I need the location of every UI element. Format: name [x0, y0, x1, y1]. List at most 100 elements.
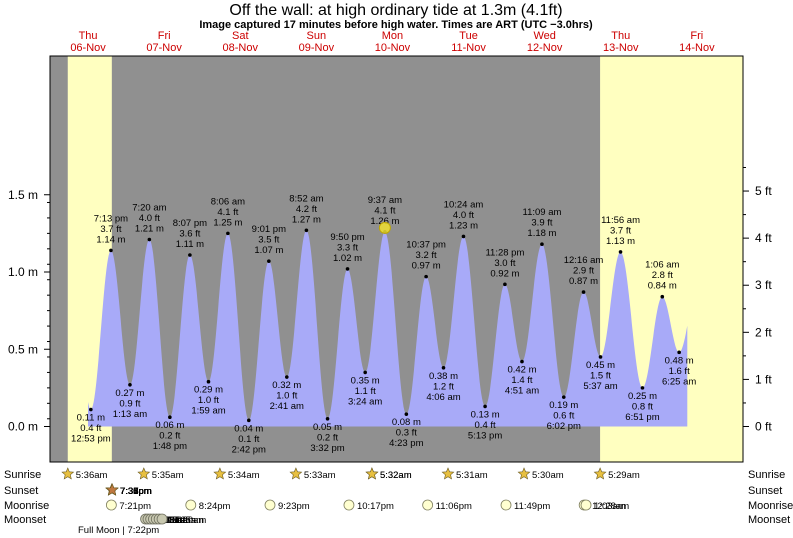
moonset-time: 8:37am	[161, 515, 193, 526]
tide-curve-area	[88, 230, 688, 427]
tide-label-high: 10:24 am	[444, 199, 484, 210]
tide-point-high	[147, 237, 152, 242]
tide-label-high: 0.97 m	[412, 261, 441, 272]
chart-title: Off the wall: at high ordinary tide at 1…	[229, 2, 562, 19]
tide-label-low: 0.13 m	[471, 409, 500, 420]
sunrise-icon	[593, 467, 607, 480]
tide-label-low: 0.3 ft	[396, 428, 417, 439]
moonrise-icon	[185, 499, 197, 511]
y-tick-label-ft: 2 ft	[755, 325, 772, 339]
moonrise-time: 11:49pm	[514, 501, 550, 512]
tide-label-low: 1.4 ft	[511, 375, 532, 386]
tide-label-high: 0.87 m	[569, 276, 598, 287]
tide-point-low	[89, 407, 93, 412]
tide-label-low: 1.0 ft	[198, 395, 219, 406]
sunset-time: 7:37pm	[120, 486, 152, 497]
sunset-time: 7:34pm	[120, 486, 152, 497]
day-date: 14-Nov	[679, 42, 715, 54]
tide-label-low: 0.2 ft	[159, 431, 180, 442]
tide-label-low: 4:23 pm	[389, 438, 423, 449]
tide-label-high: 1.13 m	[606, 236, 635, 247]
tide-label-high: 9:37 am	[368, 195, 402, 206]
sunset-time: 7:31pm	[120, 486, 152, 497]
row-label-moonset-left: Moonset	[4, 514, 46, 526]
tide-label-high: 4.2 ft	[296, 204, 317, 215]
tide-label-high: 1.26 m	[370, 216, 399, 227]
tide-label-low: 0.35 m	[351, 375, 380, 386]
tide-point-low	[677, 350, 681, 355]
tide-point-high	[503, 282, 507, 287]
moonrise-time: 11:06pm	[436, 501, 472, 512]
tide-point-high	[540, 242, 544, 246]
y-tick-label-ft: 5 ft	[755, 184, 772, 198]
row-label-moonrise-left: Moonrise	[4, 500, 49, 512]
sunrise-time: 5:33am	[304, 470, 336, 481]
tide-label-low: 12:53 pm	[71, 434, 111, 445]
row-label-moonset-right: Moonset	[748, 514, 790, 526]
tide-label-low: 0.32 m	[272, 380, 301, 391]
tide-label-low: 0.11 m	[77, 413, 105, 424]
tide-label-high: 1.07 m	[254, 245, 283, 256]
tide-point-low	[598, 355, 603, 359]
sunrise-time: 5:35am	[152, 470, 184, 481]
moonrise-time: 9:23pm	[278, 501, 310, 512]
tide-point-low	[325, 416, 330, 421]
tide-label-low: 6:25 am	[662, 376, 696, 387]
tide-point-high	[424, 274, 428, 279]
tide-label-low: 3:32 pm	[310, 443, 344, 454]
tide-label-high: 0.84 m	[648, 281, 677, 292]
tide-label-low: 2:42 pm	[232, 444, 266, 455]
day-name: Sat	[232, 30, 249, 42]
tide-point-high	[581, 290, 586, 294]
day-date: 13-Nov	[603, 42, 639, 54]
tide-label-high: 7:20 am	[132, 203, 166, 214]
moonrise-icon	[500, 499, 512, 511]
tide-point-low	[128, 382, 132, 387]
tide-label-low: 4:06 am	[426, 392, 460, 403]
tide-label-low: 0.8 ft	[632, 401, 653, 412]
moonrise-time: 10:17pm	[357, 501, 394, 512]
tide-point-low	[483, 404, 487, 409]
sunrise-icon	[441, 467, 455, 480]
tide-label-high: 1.27 m	[292, 214, 321, 225]
sunrise-time: 5:30am	[532, 470, 564, 481]
moonrise-time: 8:24pm	[199, 501, 231, 512]
astronomy-rows: Sunrise Sunrise 5:36am 5:35am 5:34am 5:33am 5:…	[4, 467, 793, 526]
tide-label-low: 0.9 ft	[119, 398, 140, 409]
sunrise-icon	[137, 467, 151, 480]
sunrise-time: 5:32am	[380, 470, 412, 481]
tide-label-high: 3.5 ft	[258, 235, 279, 246]
moonrise-icon	[264, 499, 276, 511]
day-date: 12-Nov	[527, 42, 563, 54]
tide-label-low: 0.06 m	[155, 420, 184, 431]
tide-label-low: 0.19 m	[549, 400, 578, 411]
tide-label-low: 0.4 ft	[80, 423, 101, 434]
tide-label-high: 1.21 m	[135, 224, 164, 235]
moonset-time: 6:09am	[154, 515, 186, 526]
y-tick-label-ft: 4 ft	[755, 231, 772, 245]
sunrise-time: 5:34am	[228, 470, 260, 481]
y-tick-label-m: 1.5 m	[8, 188, 38, 202]
day-date: 11-Nov	[451, 42, 486, 54]
sunset-time: 7:32pm	[120, 486, 152, 497]
tide-label-high: 9:50 pm	[330, 232, 364, 243]
tide-point-high	[188, 253, 192, 257]
tide-label-high: 4.0 ft	[139, 213, 160, 224]
tide-label-high: 8:07 pm	[173, 218, 207, 229]
tide-label-low: 0.29 m	[194, 385, 223, 396]
tide-label-low: 1.1 ft	[355, 386, 376, 397]
day-labels: Thu06-NovFri07-NovSat08-NovSun09-NovMon1…	[70, 30, 715, 54]
tide-label-low: 0.25 m	[628, 391, 657, 402]
tide-label-high: 11:56 am	[601, 215, 640, 226]
tide-point-low	[441, 365, 446, 370]
tide-label-high: 11:28 pm	[485, 247, 524, 258]
tide-point-low	[168, 415, 172, 420]
tide-label-low: 0.38 m	[429, 371, 458, 382]
sunrise-icon	[365, 467, 379, 480]
tide-label-low: 0.6 ft	[553, 411, 574, 422]
tide-point-high	[345, 267, 350, 271]
tide-label-low: 1.2 ft	[433, 381, 454, 392]
tide-label-high: 7:13 pm	[94, 213, 128, 224]
